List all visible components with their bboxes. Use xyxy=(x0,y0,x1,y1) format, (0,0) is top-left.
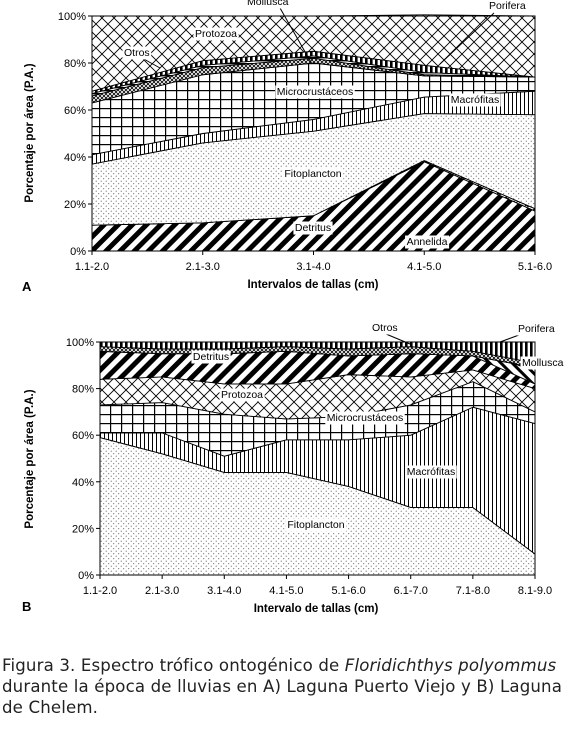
series-label-porifera: Porifera xyxy=(516,322,557,336)
x-tick-label: 4.1-5.0 xyxy=(269,585,303,597)
series-label-porifera: Porifera xyxy=(487,0,528,13)
svg-text:Macrófitas: Macrófitas xyxy=(451,94,499,106)
figure-caption: Figura 3. Espectro trófico ontogénico de… xyxy=(2,655,578,718)
svg-text:Mollusca: Mollusca xyxy=(522,357,564,369)
y-tick-label: 100% xyxy=(58,11,86,23)
svg-text:Detritus: Detritus xyxy=(193,351,229,363)
y-tick-label: 20% xyxy=(64,199,86,211)
x-axis-title: Intervalos de tallas (cm) xyxy=(247,279,378,291)
x-tick-label: 5.1-6.0 xyxy=(518,261,552,273)
svg-text:Microcrustáceos: Microcrustáceos xyxy=(327,412,403,424)
y-tick-label: 60% xyxy=(64,105,86,117)
series-label-protozoa: Protozoa xyxy=(219,388,265,402)
y-tick-label: 0% xyxy=(70,246,86,258)
x-tick-label: 5.1-6.0 xyxy=(331,585,365,597)
series-label-microcrustaceos: Microcrustáceos xyxy=(275,85,355,99)
y-tick-label: 80% xyxy=(72,384,94,396)
y-tick-label: 0% xyxy=(78,570,94,582)
svg-text:Protozoa: Protozoa xyxy=(195,28,237,40)
svg-text:Porifera: Porifera xyxy=(518,323,555,335)
svg-text:Annelida: Annelida xyxy=(407,236,448,248)
x-tick-label: 3.1-4.0 xyxy=(207,585,241,597)
callout-line-porifera xyxy=(439,12,495,65)
y-tick-label: 40% xyxy=(72,477,94,489)
series-label-macrofitas: Macrófitas xyxy=(449,93,501,107)
svg-text:Mollusca: Mollusca xyxy=(247,0,289,8)
x-tick-label: 8.1-9.0 xyxy=(518,585,552,597)
caption-prefix: Figura 3. Espectro trófico ontogénico de xyxy=(2,656,345,675)
y-tick-label: 40% xyxy=(64,152,86,164)
chart-panel-a: 0% 20% 40% 60% 80% 100% 1.1-2.0 2.1-3.0 3.1-4.0 4… xyxy=(22,0,552,294)
svg-text:Detritus: Detritus xyxy=(295,222,331,234)
series-label-mollusca: Mollusca xyxy=(245,0,291,9)
callout-line-otros xyxy=(385,333,411,345)
x-tick-label: 1.1-2.0 xyxy=(75,261,109,273)
series-label-detritus: Detritus xyxy=(293,221,333,235)
x-tick-label: 4.1-5.0 xyxy=(407,261,441,273)
series-label-fitoplancton: Fitoplancton xyxy=(282,167,344,181)
svg-text:Fitoplancton: Fitoplancton xyxy=(287,519,344,531)
series-label-otros: Otros xyxy=(370,321,400,335)
y-tick-label: 60% xyxy=(72,430,94,442)
x-axis-title: Intervalo de tallas (cm) xyxy=(254,603,379,615)
x-tick-label: 7.1-8.0 xyxy=(456,585,490,597)
callout-line-otros xyxy=(141,57,161,69)
svg-text:Porifera: Porifera xyxy=(489,0,526,12)
y-tick-label: 80% xyxy=(64,58,86,70)
series-label-annelida: Annelida xyxy=(405,235,450,249)
series-label-macrofitas: Macrófitas xyxy=(405,465,457,479)
y-axis-title: Porcentaje por área (P.A.) xyxy=(24,63,36,202)
svg-text:Macrófitas: Macrófitas xyxy=(407,466,455,478)
series-label-microcrustaceos: Microcrustáceos xyxy=(325,411,405,425)
series-label-protozoa: Protozoa xyxy=(193,27,239,41)
series-label-fitoplancton: Fitoplancton xyxy=(285,518,347,532)
y-tick-label: 100% xyxy=(66,337,94,349)
x-tick-label: 1.1-2.0 xyxy=(83,585,117,597)
x-tick-label: 6.1-7.0 xyxy=(394,585,428,597)
caption-species: Floridichthys polyommus xyxy=(344,656,557,675)
svg-text:Otros: Otros xyxy=(372,322,398,334)
svg-text:Microcrustáceos: Microcrustáceos xyxy=(277,86,353,98)
figure: 0% 20% 40% 60% 80% 100% 1.1-2.0 2.1-3.0 3.1-4.0 4… xyxy=(22,0,566,615)
caption-suffix: durante la época de lluvias en A) Laguna… xyxy=(2,677,563,717)
plot-frame xyxy=(99,341,536,576)
series-label-otros: Otros xyxy=(122,46,152,60)
y-axis-title: Porcentaje por área (P.A.) xyxy=(24,389,36,528)
x-tick-label: 3.1-4.0 xyxy=(296,261,330,273)
svg-text:Otros: Otros xyxy=(124,47,150,59)
series-label-mollusca: Mollusca xyxy=(520,356,566,370)
svg-text:Fitoplancton: Fitoplancton xyxy=(284,168,341,180)
x-tick-label: 2.1-3.0 xyxy=(145,585,179,597)
panel-label: B xyxy=(22,599,31,614)
y-tick-label: 20% xyxy=(72,523,94,535)
callout-line-porifera xyxy=(499,334,520,343)
x-tick-label: 2.1-3.0 xyxy=(186,261,220,273)
chart-panel-b: 0% 20% 40% 60% 80% 100% 1.1-2.0 2.1-3.0 3.1-4.0 4… xyxy=(22,321,566,615)
svg-text:Protozoa: Protozoa xyxy=(221,389,263,401)
series-label-detritus: Detritus xyxy=(191,350,231,364)
panel-label: A xyxy=(22,279,32,294)
callout-line-mollusca xyxy=(279,7,313,65)
